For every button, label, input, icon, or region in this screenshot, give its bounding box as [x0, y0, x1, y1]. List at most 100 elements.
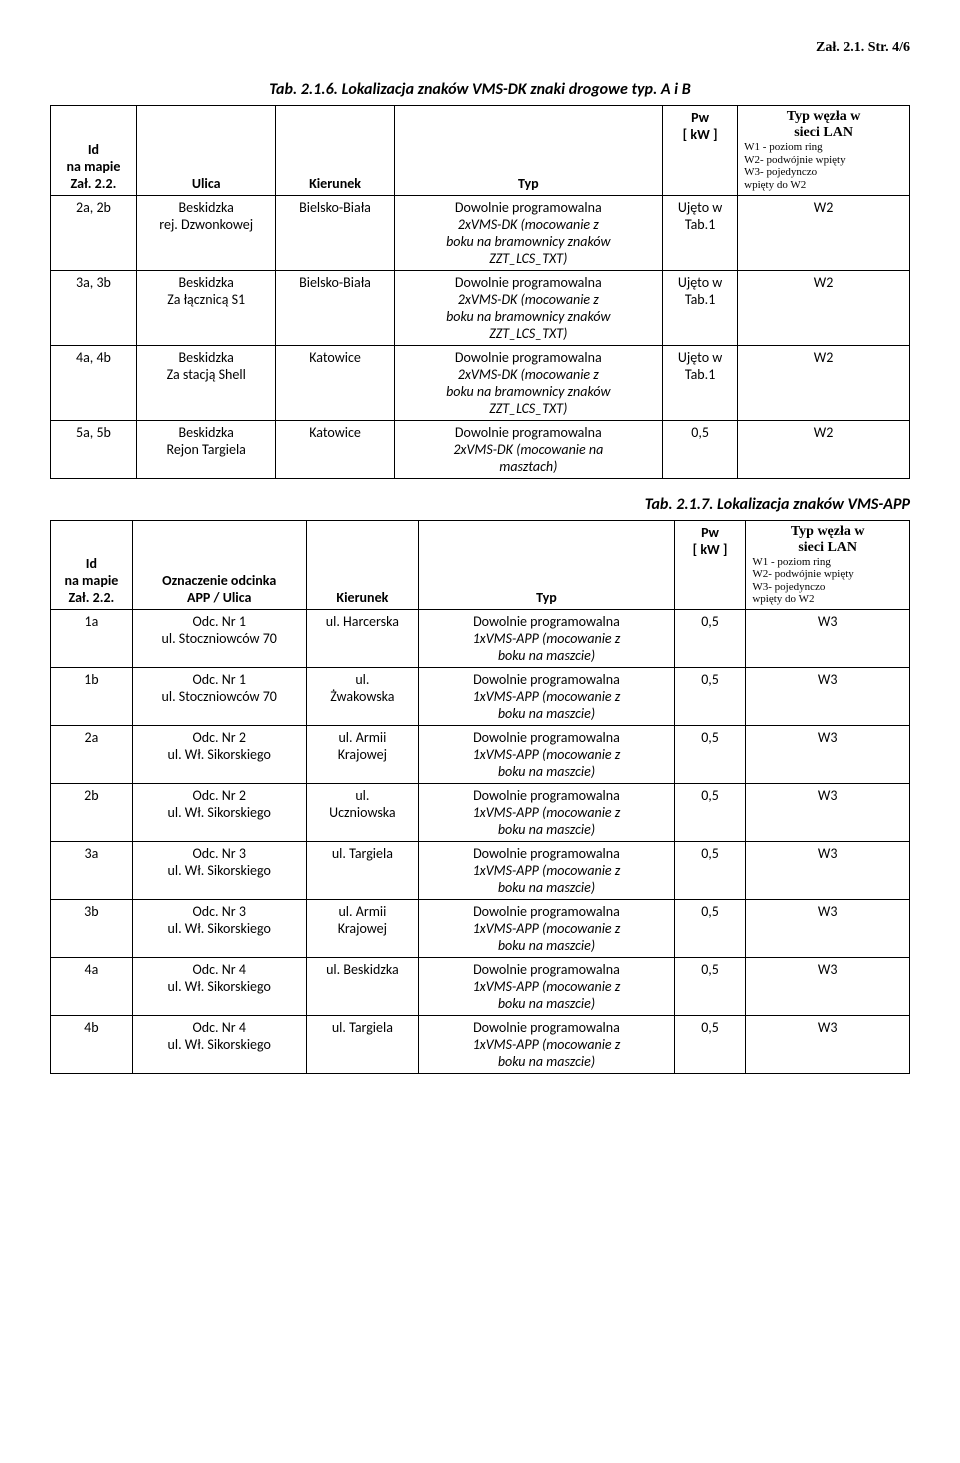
- cell-kier-l1: ul. Targiela: [313, 1019, 412, 1036]
- th2-ulica-l2: APP / Ulica: [139, 589, 300, 606]
- cell-ulica-l1: Odc. Nr 2: [139, 787, 300, 804]
- cell-kierunek: Bielsko-Biała: [276, 270, 394, 345]
- th-lan-l2: sieci LAN: [744, 125, 903, 141]
- th-pw-l2: [ kW ]: [669, 126, 731, 143]
- cell-ulica-l1: Odc. Nr 1: [139, 671, 300, 688]
- cell-lan: W3: [746, 610, 910, 668]
- cell-ulica-l2: ul. Wł. Sikorskiego: [139, 804, 300, 821]
- cell-typ-l2: 2xVMS-DK (mocowanie z: [401, 216, 656, 233]
- th2-ulica: Oznaczenie odcinka APP / Ulica: [132, 520, 306, 610]
- cell-typ-l1: Dowolnie programowalna: [425, 729, 668, 746]
- cell-typ: Dowolnie programowalna1xVMS-APP (mocowan…: [419, 784, 675, 842]
- cell-typ: Dowolnie programowalna1xVMS-APP (mocowan…: [419, 668, 675, 726]
- cell-kier-l1: ul. Targiela: [313, 845, 412, 862]
- cell-typ-l2: 1xVMS-APP (mocowanie z: [425, 978, 668, 995]
- cell-kierunek: ul.Uczniowska: [306, 784, 418, 842]
- cell-typ-l3: boku na maszcie): [425, 879, 668, 896]
- cell-lan: W2: [738, 270, 910, 345]
- cell-lan: W2: [738, 420, 910, 478]
- cell-typ: Dowolnie programowalna2xVMS-DK (mocowani…: [394, 420, 662, 478]
- cell-ulica: Odc. Nr 4ul. Wł. Sikorskiego: [132, 958, 306, 1016]
- cell-lan: W3: [746, 784, 910, 842]
- cell-pw: Ujęto wTab.1: [663, 195, 738, 270]
- cell-typ-l1: Dowolnie programowalna: [425, 613, 668, 630]
- cell-typ-l2: 1xVMS-APP (mocowanie z: [425, 862, 668, 879]
- cell-pw: 0,5: [674, 958, 746, 1016]
- cell-id: 2a: [51, 726, 133, 784]
- cell-ulica-l1: Odc. Nr 4: [139, 1019, 300, 1036]
- cell-ulica-l1: Odc. Nr 3: [139, 845, 300, 862]
- th-typ: Typ: [394, 106, 662, 196]
- cell-ulica: Odc. Nr 3ul. Wł. Sikorskiego: [132, 900, 306, 958]
- cell-typ-l2: 2xVMS-DK (mocowanie z: [401, 291, 656, 308]
- cell-ulica: Odc. Nr 3ul. Wł. Sikorskiego: [132, 842, 306, 900]
- cell-typ-l2: 1xVMS-APP (mocowanie z: [425, 804, 668, 821]
- cell-typ-l1: Dowolnie programowalna: [425, 787, 668, 804]
- table-row: 3aOdc. Nr 3ul. Wł. Sikorskiego ul. Targie…: [51, 842, 910, 900]
- table-row: 4bOdc. Nr 4ul. Wł. Sikorskiegoul. Targie…: [51, 1016, 910, 1074]
- cell-kierunek: ul. ArmiiKrajowej: [306, 900, 418, 958]
- table-row: 4a, 4bBeskidzkaZa stacją ShellKatowiceDo…: [51, 345, 910, 420]
- cell-kier-l1: ul.: [313, 787, 412, 804]
- th2-id-l1: Id: [57, 555, 126, 572]
- th2-pw: Pw [ kW ]: [674, 520, 746, 610]
- cell-ulica-l1: Odc. Nr 1: [139, 613, 300, 630]
- table-row: 2bOdc. Nr 2ul. Wł. Sikorskiegoul.Uczniow…: [51, 784, 910, 842]
- page-header: Zał. 2.1. Str. 4/6: [50, 40, 910, 56]
- cell-pw: 0,5: [674, 668, 746, 726]
- cell-pw-l2: Tab.1: [669, 291, 731, 308]
- cell-ulica: BeskidzkaZa łącznicą S1: [136, 270, 276, 345]
- cell-ulica-l2: ul. Stoczniowców 70: [139, 688, 300, 705]
- th2-lan-l2: sieci LAN: [752, 540, 903, 556]
- cell-pw: 0,5: [663, 420, 738, 478]
- cell-ulica-l1: Odc. Nr 2: [139, 729, 300, 746]
- cell-id: 3b: [51, 900, 133, 958]
- cell-ulica-l2: Za stacją Shell: [143, 366, 270, 383]
- cell-lan: W3: [746, 1016, 910, 1074]
- cell-id: 3a: [51, 842, 133, 900]
- cell-typ-l2: 1xVMS-APP (mocowanie z: [425, 1036, 668, 1053]
- cell-lan: W3: [746, 668, 910, 726]
- cell-kier-l1: ul. Harcerska: [313, 613, 412, 630]
- cell-pw: 0,5: [674, 900, 746, 958]
- cell-typ: Dowolnie programowalna1xVMS-APP (mocowan…: [419, 1016, 675, 1074]
- cell-ulica-l1: Beskidzka: [143, 274, 270, 291]
- cell-typ-l1: Dowolnie programowalna: [425, 845, 668, 862]
- th-id-l2: na mapie: [57, 158, 130, 175]
- cell-kierunek: ul. Targiela: [306, 1016, 418, 1074]
- cell-kier-l1: ul. Beskidzka: [313, 961, 412, 978]
- cell-typ: Dowolnie programowalna2xVMS-DK (mocowani…: [394, 195, 662, 270]
- th2-id-l2: na mapie: [57, 572, 126, 589]
- cell-ulica: Odc. Nr 1ul. Stoczniowców 70: [132, 610, 306, 668]
- cell-typ: Dowolnie programowalna1xVMS-APP (mocowan…: [419, 958, 675, 1016]
- cell-kier-l1: ul. Armii: [313, 729, 412, 746]
- th2-lan-l1: Typ węzła w: [752, 524, 903, 540]
- cell-typ-l3: boku na maszcie): [425, 1053, 668, 1070]
- th-lan-s3: W3- pojedynczo: [744, 166, 903, 179]
- cell-kierunek: ul. Targiela: [306, 842, 418, 900]
- cell-kierunek: ul. Beskidzka: [306, 958, 418, 1016]
- cell-typ-l4: ZZT_LCS_TXT): [401, 400, 656, 417]
- cell-ulica-l1: Beskidzka: [143, 199, 270, 216]
- cell-typ-l2: 1xVMS-APP (mocowanie z: [425, 920, 668, 937]
- cell-pw-l2: Tab.1: [669, 216, 731, 233]
- cell-typ-l2: 1xVMS-APP (mocowanie z: [425, 688, 668, 705]
- cell-kierunek: Katowice: [276, 420, 394, 478]
- cell-kier-l2: Krajowej: [313, 920, 412, 937]
- cell-ulica: Odc. Nr 1ul. Stoczniowców 70: [132, 668, 306, 726]
- th2-ulica-l1: Oznaczenie odcinka: [139, 572, 300, 589]
- th-id-l3: Zał. 2.2.: [57, 175, 130, 192]
- cell-typ-l2: 1xVMS-APP (mocowanie z: [425, 746, 668, 763]
- th2-lan-s3: W3- pojedynczo: [752, 581, 903, 594]
- cell-ulica-l1: Odc. Nr 4: [139, 961, 300, 978]
- cell-typ-l2: 2xVMS-DK (mocowanie na: [401, 441, 656, 458]
- cell-pw-l1: Ujęto w: [669, 349, 731, 366]
- cell-id: 4a, 4b: [51, 345, 137, 420]
- cell-typ-l3: boku na maszcie): [425, 995, 668, 1012]
- cell-ulica: Odc. Nr 4ul. Wł. Sikorskiego: [132, 1016, 306, 1074]
- cell-pw: 0,5: [674, 784, 746, 842]
- cell-typ: Dowolnie programowalna1xVMS-APP (mocowan…: [419, 900, 675, 958]
- cell-lan: W3: [746, 958, 910, 1016]
- table-row: 3a, 3bBeskidzkaZa łącznicą S1Bielsko-Bia…: [51, 270, 910, 345]
- cell-ulica: Odc. Nr 2ul. Wł. Sikorskiego: [132, 726, 306, 784]
